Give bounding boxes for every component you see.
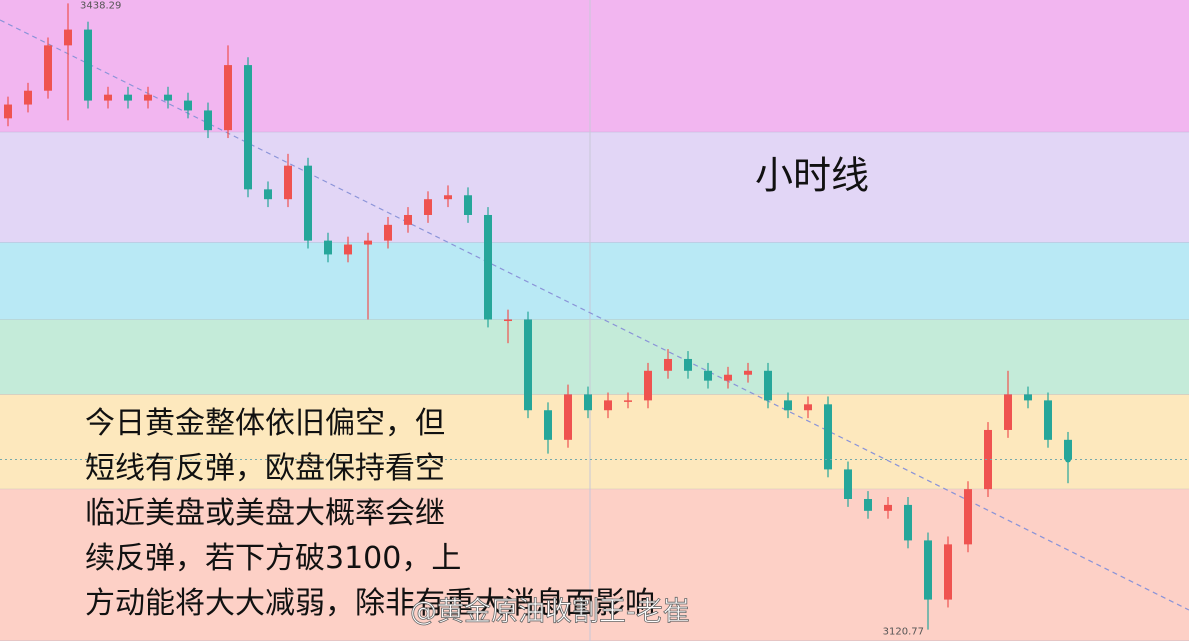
candle-body [1004, 394, 1012, 430]
candle-body [624, 400, 632, 402]
candle-body [824, 404, 832, 470]
candle-body [884, 504, 892, 511]
candle-body [644, 370, 652, 401]
annotation-line: 短线有反弹，欧盘保持看空 [85, 451, 445, 486]
candle-body [264, 189, 272, 200]
candle-body [84, 29, 92, 101]
candle-body [484, 214, 492, 320]
candle-body [564, 394, 572, 440]
price-band [0, 0, 1189, 133]
price-band [0, 242, 1189, 320]
candle-body [144, 94, 152, 101]
candle-body [804, 404, 812, 411]
low-label: 3120.77 [883, 627, 924, 638]
candle-body [4, 104, 12, 119]
candle-body [784, 400, 792, 411]
candle-body [964, 489, 972, 545]
candle-body [1044, 400, 1052, 440]
candle-body [424, 199, 432, 215]
annotation-line: 今日黄金整体依旧偏空，但 [85, 406, 445, 441]
price-band [0, 132, 1189, 243]
candle-body [164, 94, 172, 101]
last-price-dot [1065, 456, 1071, 463]
candle-body [324, 240, 332, 255]
candle-body [204, 110, 212, 131]
candle-body [384, 224, 392, 241]
chart-title: 小时线 [755, 154, 869, 198]
candle-body [464, 195, 472, 215]
candle-body [44, 45, 52, 91]
candle-body [844, 469, 852, 499]
candle-body [104, 94, 112, 101]
annotation-line: 临近美盘或美盘大概率会继 [85, 496, 445, 531]
candle-body [284, 165, 292, 200]
candle-body [984, 429, 992, 490]
candle-body [604, 400, 612, 411]
candle-body [444, 195, 452, 200]
candle-body [184, 100, 192, 111]
candle-body [304, 165, 312, 241]
candle-body [404, 214, 412, 225]
candle-body [124, 94, 132, 101]
candle-body [904, 504, 912, 541]
annotation-line: 方动能将大大减弱，除非有重大消息面影响 [85, 586, 655, 621]
candle-body [924, 540, 932, 600]
candle-body [544, 410, 552, 440]
candle-body [864, 498, 872, 511]
candle-body [944, 544, 952, 600]
candle-body [764, 370, 772, 401]
candle-body [704, 370, 712, 381]
watermark: @黄金原油收割王-老崔 [410, 597, 690, 628]
candle-body [744, 370, 752, 375]
candle-body [664, 358, 672, 371]
annotation-line: 续反弹，若下方破3100，上 [85, 541, 461, 576]
price-band [0, 489, 1189, 641]
candle-body [364, 240, 372, 245]
candle-body [24, 90, 32, 105]
candle-body [344, 244, 352, 255]
candle-body [724, 374, 732, 381]
candle-body [1024, 394, 1032, 401]
candle-body [684, 358, 692, 371]
candle-body [1064, 439, 1072, 460]
candle-body [224, 65, 232, 131]
high-label: 3438.29 [80, 0, 121, 11]
candle-body [504, 319, 512, 322]
price-band [0, 319, 1189, 395]
candle-body [584, 394, 592, 411]
annotation: 今日黄金整体依旧偏空，但短线有反弹，欧盘保持看空临近美盘或美盘大概率会继续反弹，… [85, 406, 655, 621]
candle-body [524, 319, 532, 411]
candle-body [64, 29, 72, 46]
candle-body [244, 65, 252, 190]
